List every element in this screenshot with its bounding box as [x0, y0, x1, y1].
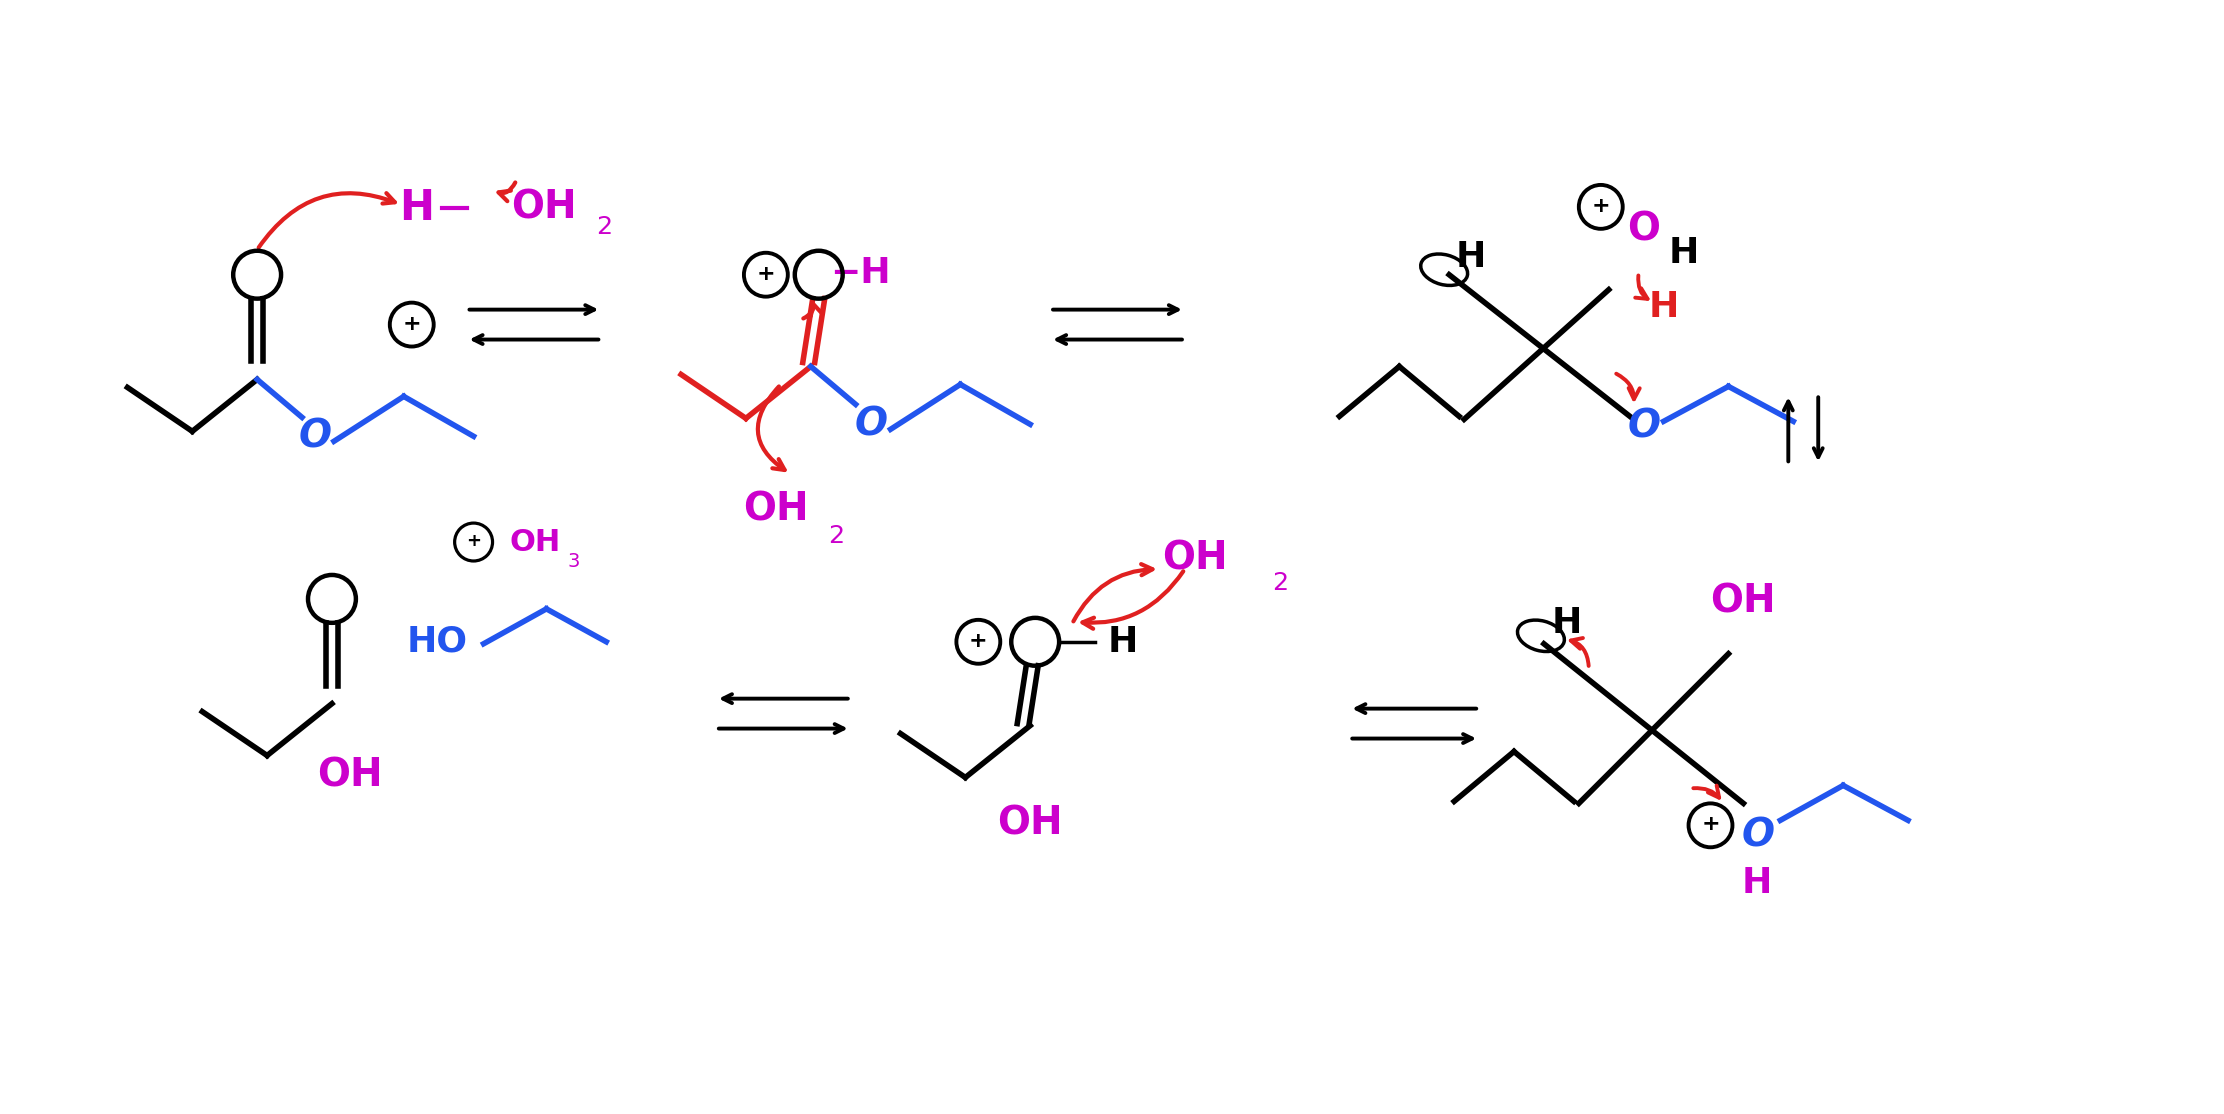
Text: OH: OH — [743, 490, 810, 528]
Text: H: H — [1668, 236, 1699, 270]
Text: +: + — [1592, 196, 1610, 216]
Text: $_3$: $_3$ — [567, 543, 580, 570]
Text: +: + — [403, 313, 420, 333]
Text: O: O — [1741, 817, 1775, 854]
Text: $_2$: $_2$ — [596, 203, 612, 237]
Text: O: O — [298, 418, 331, 456]
Text: $_2$: $_2$ — [827, 512, 843, 546]
Text: −H: −H — [830, 256, 892, 290]
Text: OH: OH — [1161, 540, 1228, 578]
Text: +: + — [1701, 814, 1719, 834]
Text: O: O — [1628, 408, 1659, 446]
Text: H: H — [1741, 867, 1773, 900]
Text: H: H — [1552, 606, 1581, 639]
Text: OH: OH — [509, 528, 560, 557]
Text: OH: OH — [1710, 583, 1777, 620]
Text: H: H — [1108, 625, 1139, 658]
Text: O: O — [854, 405, 887, 443]
Text: $_2$: $_2$ — [1272, 559, 1288, 593]
Text: O: O — [1628, 211, 1659, 248]
Text: OH: OH — [318, 756, 383, 794]
Text: HO: HO — [407, 625, 467, 658]
Text: H: H — [400, 187, 434, 228]
Text: OH: OH — [996, 804, 1063, 842]
Text: H: H — [1457, 240, 1486, 274]
Text: +: + — [467, 532, 480, 550]
Text: H: H — [1648, 290, 1679, 324]
Text: +: + — [756, 264, 776, 284]
Text: OH: OH — [512, 189, 576, 227]
Text: +: + — [970, 631, 987, 651]
